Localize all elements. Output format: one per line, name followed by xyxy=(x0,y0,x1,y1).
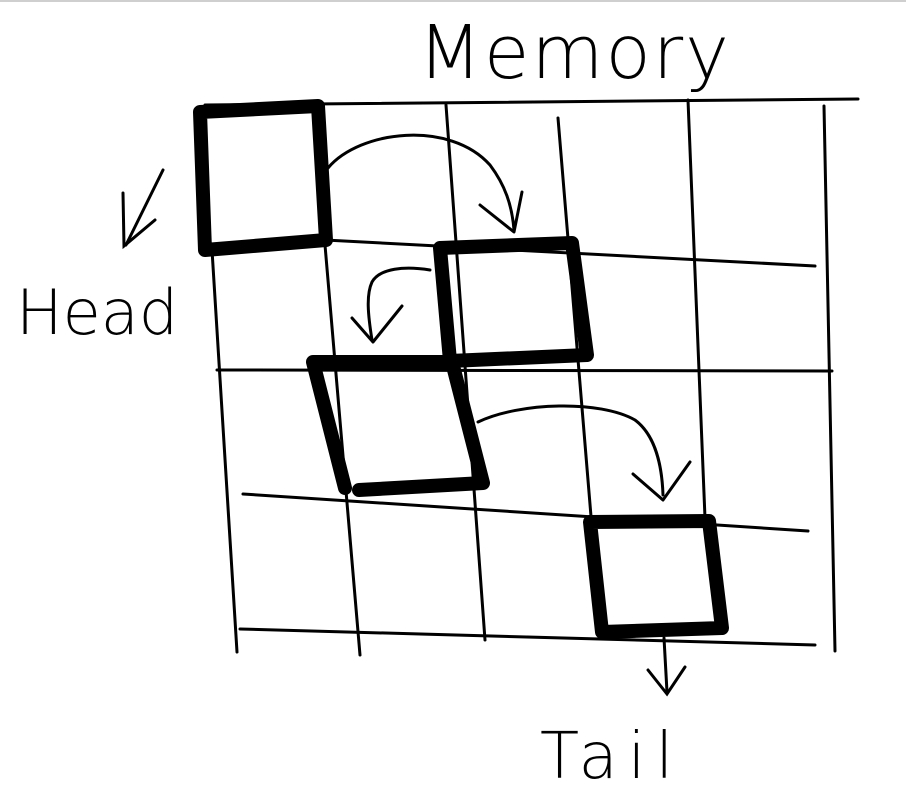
tail-label: Tail xyxy=(540,720,683,794)
list-node-3 xyxy=(306,355,490,497)
top-border xyxy=(0,0,906,2)
memory-grid xyxy=(203,97,860,657)
list-node-1 xyxy=(193,99,333,257)
arrow-node3-to-node4 xyxy=(476,404,665,497)
arrow-node1-to-node2-head xyxy=(478,190,524,234)
grid-line-v-5 xyxy=(686,98,707,520)
arrow-node2-to-node3 xyxy=(366,266,432,342)
grid-line-v-6 xyxy=(822,104,837,653)
list-node-4 xyxy=(583,514,729,639)
arrow-node1-to-node2 xyxy=(326,133,516,232)
grid-line-v-3 xyxy=(444,103,487,642)
list-node-2 xyxy=(433,236,594,368)
memory-title: Memory xyxy=(418,10,731,96)
arrow-node2-to-node3-head xyxy=(350,304,404,344)
grid-line-h-4 xyxy=(238,627,817,647)
linked-list-nodes xyxy=(193,99,729,639)
grid-line-h-3 xyxy=(241,492,810,533)
head-arrow xyxy=(121,168,165,250)
grid-line-v-1 xyxy=(210,248,239,654)
arrow-node3-to-node4-head xyxy=(631,460,692,502)
pointer-arrows xyxy=(326,133,692,502)
head-label: Head xyxy=(16,276,178,349)
tail-arrow xyxy=(646,636,687,697)
